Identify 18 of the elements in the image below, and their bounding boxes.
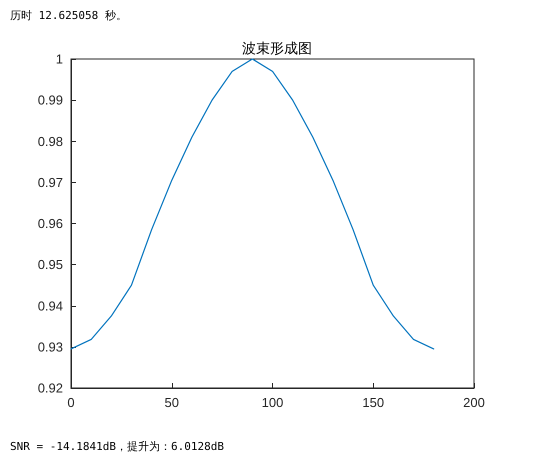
y-tick-label: 0.97 xyxy=(38,174,63,190)
y-tick-label: 0.98 xyxy=(38,134,63,149)
x-tick-label: 100 xyxy=(262,395,284,410)
chart-title: 波束形成图 xyxy=(242,40,312,56)
y-tick-label: 0.93 xyxy=(38,339,63,354)
x-tick-label: 200 xyxy=(463,395,485,410)
y-tick-label: 0.92 xyxy=(38,380,63,396)
y-tick-label: 0.99 xyxy=(38,92,63,108)
line-series xyxy=(70,58,434,350)
y-tick-label: 0.95 xyxy=(38,257,63,272)
x-tick-label: 0 xyxy=(67,395,75,410)
y-tick-label: 1 xyxy=(56,52,63,66)
y-tick-label: 0.96 xyxy=(38,216,63,231)
x-tick-label: 150 xyxy=(362,395,384,410)
x-tick-label: 50 xyxy=(164,395,179,410)
y-tick-label: 0.94 xyxy=(38,298,63,314)
text: 历时 12.625058 秒。 xyxy=(10,9,127,22)
text: SNR = -14.1841dB，提升为：6.0128dB xyxy=(10,440,224,453)
